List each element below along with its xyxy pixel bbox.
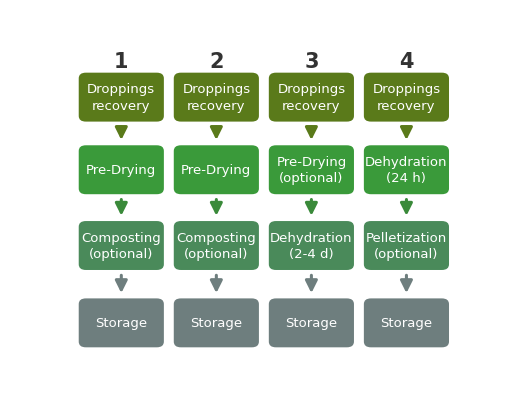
Text: Pre-Drying: Pre-Drying xyxy=(181,164,251,177)
FancyBboxPatch shape xyxy=(174,74,259,122)
Text: 1: 1 xyxy=(114,52,129,72)
Text: Composting
(optional): Composting (optional) xyxy=(176,231,256,261)
FancyBboxPatch shape xyxy=(269,74,354,122)
Text: 2: 2 xyxy=(209,52,224,72)
FancyBboxPatch shape xyxy=(174,146,259,195)
FancyBboxPatch shape xyxy=(79,299,164,348)
Text: Droppings
recovery: Droppings recovery xyxy=(87,83,155,112)
Text: Composting
(optional): Composting (optional) xyxy=(81,231,161,261)
Text: Dehydration
(24 h): Dehydration (24 h) xyxy=(365,155,448,185)
Text: Storage: Storage xyxy=(190,317,242,330)
FancyBboxPatch shape xyxy=(79,146,164,195)
Text: Storage: Storage xyxy=(95,317,147,330)
FancyBboxPatch shape xyxy=(364,146,449,195)
FancyBboxPatch shape xyxy=(364,299,449,348)
FancyBboxPatch shape xyxy=(79,222,164,270)
Text: Pre-Drying: Pre-Drying xyxy=(86,164,156,177)
Text: Dehydration
(2-4 d): Dehydration (2-4 d) xyxy=(270,231,353,261)
Text: Storage: Storage xyxy=(380,317,432,330)
FancyBboxPatch shape xyxy=(79,74,164,122)
Text: Droppings
recovery: Droppings recovery xyxy=(182,83,250,112)
Text: Droppings
recovery: Droppings recovery xyxy=(373,83,440,112)
FancyBboxPatch shape xyxy=(364,222,449,270)
Text: Pre-Drying
(optional): Pre-Drying (optional) xyxy=(276,155,346,185)
FancyBboxPatch shape xyxy=(364,74,449,122)
FancyBboxPatch shape xyxy=(269,146,354,195)
FancyBboxPatch shape xyxy=(269,222,354,270)
Text: 3: 3 xyxy=(304,52,319,72)
FancyBboxPatch shape xyxy=(269,299,354,348)
Text: 4: 4 xyxy=(399,52,414,72)
Text: Storage: Storage xyxy=(285,317,337,330)
Text: Pelletization
(optional): Pelletization (optional) xyxy=(366,231,447,261)
FancyBboxPatch shape xyxy=(174,222,259,270)
FancyBboxPatch shape xyxy=(174,299,259,348)
Text: Droppings
recovery: Droppings recovery xyxy=(277,83,345,112)
